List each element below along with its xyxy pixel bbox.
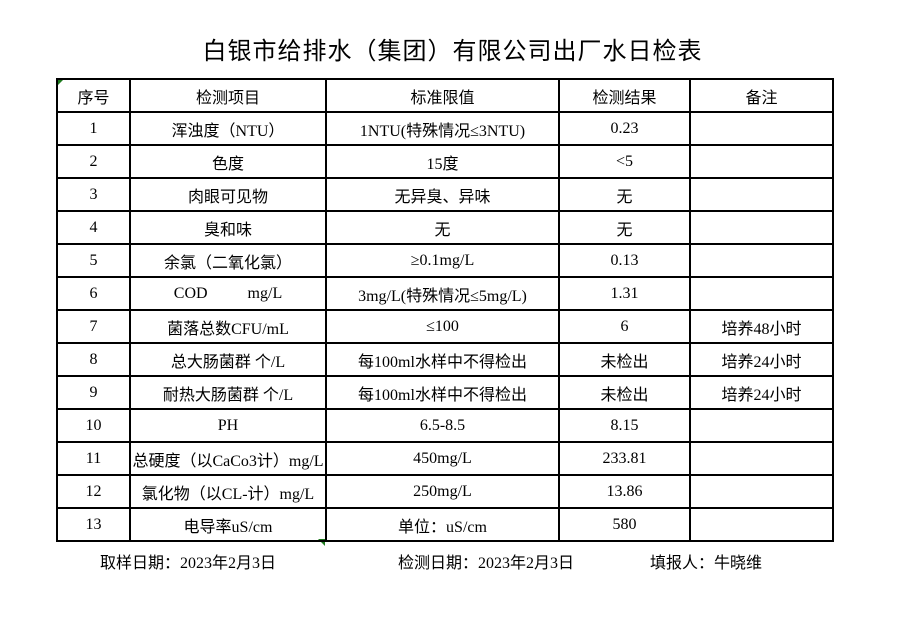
- item-cell: 臭和味: [129, 210, 327, 245]
- row-number-cell: 3: [56, 177, 131, 212]
- table-row: 8 总大肠菌群 个/L 每100ml水样中不得检出 未检出 培养24小时: [56, 342, 834, 377]
- table-row: 12 氯化物（以CL-计）mg/L 250mg/L 13.86: [56, 474, 834, 509]
- standard-cell: 450mg/L: [325, 441, 560, 476]
- result-cell: <5: [558, 144, 691, 179]
- item-cell: PH: [129, 408, 327, 443]
- result-cell: 233.81: [558, 441, 691, 476]
- standard-cell: 3mg/L(特殊情况≤5mg/L): [325, 276, 560, 311]
- row-number-cell: 8: [56, 342, 131, 377]
- remark-cell: [689, 276, 834, 311]
- standard-cell: 每100ml水样中不得检出: [325, 342, 560, 377]
- item-cell: 色度: [129, 144, 327, 179]
- row-number-cell: 13: [56, 507, 131, 542]
- remark-cell: [689, 111, 834, 146]
- result-cell: 无: [558, 177, 691, 212]
- table-row: 10 PH 6.5-8.5 8.15: [56, 408, 834, 443]
- table-row: 9 耐热大肠菌群 个/L 每100ml水样中不得检出 未检出 培养24小时: [56, 375, 834, 410]
- result-cell: 0.13: [558, 243, 691, 278]
- item-cell: 浑浊度（NTU）: [129, 111, 327, 146]
- row-number-cell: 6: [56, 276, 131, 311]
- column-header-no: 序号: [56, 78, 131, 113]
- table-row: 5 余氯（二氧化氯） ≥0.1mg/L 0.13: [56, 243, 834, 278]
- item-cell: 总大肠菌群 个/L: [129, 342, 327, 377]
- standard-cell: 250mg/L: [325, 474, 560, 509]
- item-cell: 菌落总数CFU/mL: [129, 309, 327, 344]
- test-date: 检测日期：2023年2月3日: [398, 555, 575, 572]
- result-cell: 无: [558, 210, 691, 245]
- row-number-cell: 7: [56, 309, 131, 344]
- item-cell: 电导率uS/cm: [129, 507, 327, 542]
- row-number-cell: 9: [56, 375, 131, 410]
- row-number-cell: 10: [56, 408, 131, 443]
- result-cell: 13.86: [558, 474, 691, 509]
- remark-cell: [689, 408, 834, 443]
- standard-cell: 无异臭、异味: [325, 177, 560, 212]
- standard-cell: 1NTU(特殊情况≤3NTU): [325, 111, 560, 146]
- row-number-cell: 12: [56, 474, 131, 509]
- green-bottom-marker-icon: [318, 539, 325, 546]
- standard-cell: 每100ml水样中不得检出: [325, 375, 560, 410]
- column-header-result: 检测结果: [558, 78, 691, 113]
- result-cell: 1.31: [558, 276, 691, 311]
- remark-cell: [689, 507, 834, 542]
- column-header-item: 检测项目: [129, 78, 327, 113]
- item-cell: 总硬度（以CaCo3计）mg/L: [129, 441, 327, 476]
- column-header-standard: 标准限值: [325, 78, 560, 113]
- table-row: 7 菌落总数CFU/mL ≤100 6 培养48小时: [56, 309, 834, 344]
- remark-cell: [689, 474, 834, 509]
- row-number-cell: 4: [56, 210, 131, 245]
- row-number-cell: 2: [56, 144, 131, 179]
- result-cell: 580: [558, 507, 691, 542]
- table-row: 11 总硬度（以CaCo3计）mg/L 450mg/L 233.81: [56, 441, 834, 476]
- table-row: 3 肉眼可见物 无异臭、异味 无: [56, 177, 834, 212]
- item-cell: 氯化物（以CL-计）mg/L: [129, 474, 327, 509]
- table-row: 13 电导率uS/cm 单位：uS/cm 580: [56, 507, 834, 542]
- footer: 取样日期：2023年2月3日 检测日期：2023年2月3日 填报人：牛晓维: [0, 549, 905, 572]
- table-row: 6 COD mg/L 3mg/L(特殊情况≤5mg/L) 1.31: [56, 276, 834, 311]
- table-row: 2 色度 15度 <5: [56, 144, 834, 179]
- standard-cell: 无: [325, 210, 560, 245]
- remark-cell: [689, 243, 834, 278]
- item-cell: COD mg/L: [129, 276, 327, 311]
- row-number-cell: 1: [56, 111, 131, 146]
- remark-cell: [689, 144, 834, 179]
- item-cell: 肉眼可见物: [129, 177, 327, 212]
- column-header-remark: 备注: [689, 78, 834, 113]
- standard-cell: 6.5-8.5: [325, 408, 560, 443]
- result-cell: 8.15: [558, 408, 691, 443]
- standard-cell: 单位：uS/cm: [325, 507, 560, 542]
- inspection-table: 序号 检测项目 标准限值 检测结果 备注 1 浑浊度（NTU） 1NTU(特殊情…: [56, 78, 834, 542]
- item-cell: 余氯（二氧化氯）: [129, 243, 327, 278]
- reporter: 填报人：牛晓维: [650, 555, 763, 572]
- remark-cell: 培养24小时: [689, 342, 834, 377]
- result-cell: 未检出: [558, 342, 691, 377]
- remark-cell: 培养24小时: [689, 375, 834, 410]
- result-cell: 未检出: [558, 375, 691, 410]
- sampling-date: 取样日期：2023年2月3日: [100, 555, 277, 572]
- page-title: 白银市给排水（集团）有限公司出厂水日检表: [202, 39, 703, 65]
- standard-cell: ≤100: [325, 309, 560, 344]
- table-row: 1 浑浊度（NTU） 1NTU(特殊情况≤3NTU) 0.23: [56, 111, 834, 146]
- standard-cell: ≥0.1mg/L: [325, 243, 560, 278]
- remark-cell: [689, 210, 834, 245]
- item-cell: 耐热大肠菌群 个/L: [129, 375, 327, 410]
- result-cell: 6: [558, 309, 691, 344]
- remark-cell: [689, 177, 834, 212]
- remark-cell: 培养48小时: [689, 309, 834, 344]
- remark-cell: [689, 441, 834, 476]
- row-number-cell: 5: [56, 243, 131, 278]
- header-row: 序号 检测项目 标准限值 检测结果 备注: [56, 78, 834, 113]
- row-number-cell: 11: [56, 441, 131, 476]
- standard-cell: 15度: [325, 144, 560, 179]
- result-cell: 0.23: [558, 111, 691, 146]
- table-row: 4 臭和味 无 无: [56, 210, 834, 245]
